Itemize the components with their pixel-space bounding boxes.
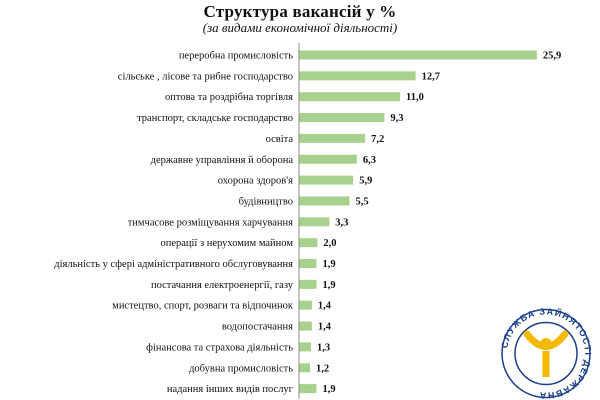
- bar: [299, 154, 357, 164]
- value-label: 11,0: [406, 92, 424, 103]
- category-label: сільське , лісове та рибне господарство: [118, 71, 293, 82]
- bar: [299, 196, 350, 206]
- category-label: водопостачання: [222, 322, 293, 333]
- value-label: 1,4: [318, 301, 332, 312]
- value-label: 5,9: [359, 176, 372, 187]
- bar: [299, 300, 312, 310]
- category-label: операції з нерухомим майном: [160, 238, 293, 249]
- bar: [299, 279, 317, 289]
- employment-service-logo: СЛУЖБА ЗАЙНЯТОСТІ ДЕРЖАВНА: [499, 307, 592, 400]
- bar: [299, 384, 317, 394]
- category-label: державне управління й оборона: [151, 155, 294, 166]
- category-label: добувна промисловість: [189, 363, 293, 374]
- bar: [299, 175, 354, 185]
- category-label: освіта: [266, 134, 294, 145]
- bar: [299, 217, 330, 227]
- value-label: 12,7: [422, 71, 440, 82]
- value-label: 6,3: [363, 155, 376, 166]
- category-label: охорона здоров'я: [218, 176, 293, 187]
- value-label: 1,9: [322, 280, 335, 291]
- bar: [299, 113, 385, 123]
- value-label: 25,9: [543, 51, 561, 62]
- category-label: транспорт, складське господарство: [137, 113, 293, 124]
- value-label: 1,9: [322, 259, 335, 270]
- category-label: будівництво: [239, 196, 293, 207]
- bar: [299, 71, 416, 81]
- value-label: 1,3: [317, 342, 330, 353]
- value-label: 1,2: [316, 363, 329, 374]
- category-label: тимчасове розміщування харчування: [128, 217, 293, 228]
- value-label: 7,2: [371, 134, 384, 145]
- bar: [299, 363, 311, 373]
- bar: [299, 321, 312, 331]
- bar: [299, 342, 311, 352]
- value-label: 2,0: [323, 238, 336, 249]
- category-label: постачання електроенергії, газу: [151, 280, 294, 291]
- bar: [299, 133, 366, 143]
- value-label: 9,3: [390, 113, 403, 124]
- bar: [299, 92, 401, 102]
- value-label: 3,3: [335, 217, 348, 228]
- value-label: 1,9: [322, 384, 335, 395]
- logo-figure-body: [542, 351, 550, 377]
- logo-figure-arms: [523, 330, 569, 350]
- category-label: діяльність у сфері адміністративного обс…: [54, 259, 293, 270]
- value-label: 5,5: [356, 196, 369, 207]
- category-label: фінансова та страхова діяльність: [146, 342, 293, 353]
- bar: [299, 259, 317, 268]
- chart-subtitle: (за видами економічної діяльності): [202, 20, 398, 35]
- category-label: переробна промисловість: [179, 51, 293, 62]
- category-label: оптова та роздрібна торгівля: [165, 92, 293, 103]
- chart-title: Структура вакансій у %: [203, 2, 397, 21]
- category-label: надання інших видів послуг: [167, 384, 294, 395]
- bar: [299, 50, 537, 60]
- bar: [299, 238, 318, 248]
- value-label: 1,4: [318, 322, 332, 333]
- category-label: мистецтво, спорт, розваги та відпочинок: [112, 301, 294, 312]
- bars-layer: переробна промисловість 25,9 сільське , лі…: [54, 50, 561, 395]
